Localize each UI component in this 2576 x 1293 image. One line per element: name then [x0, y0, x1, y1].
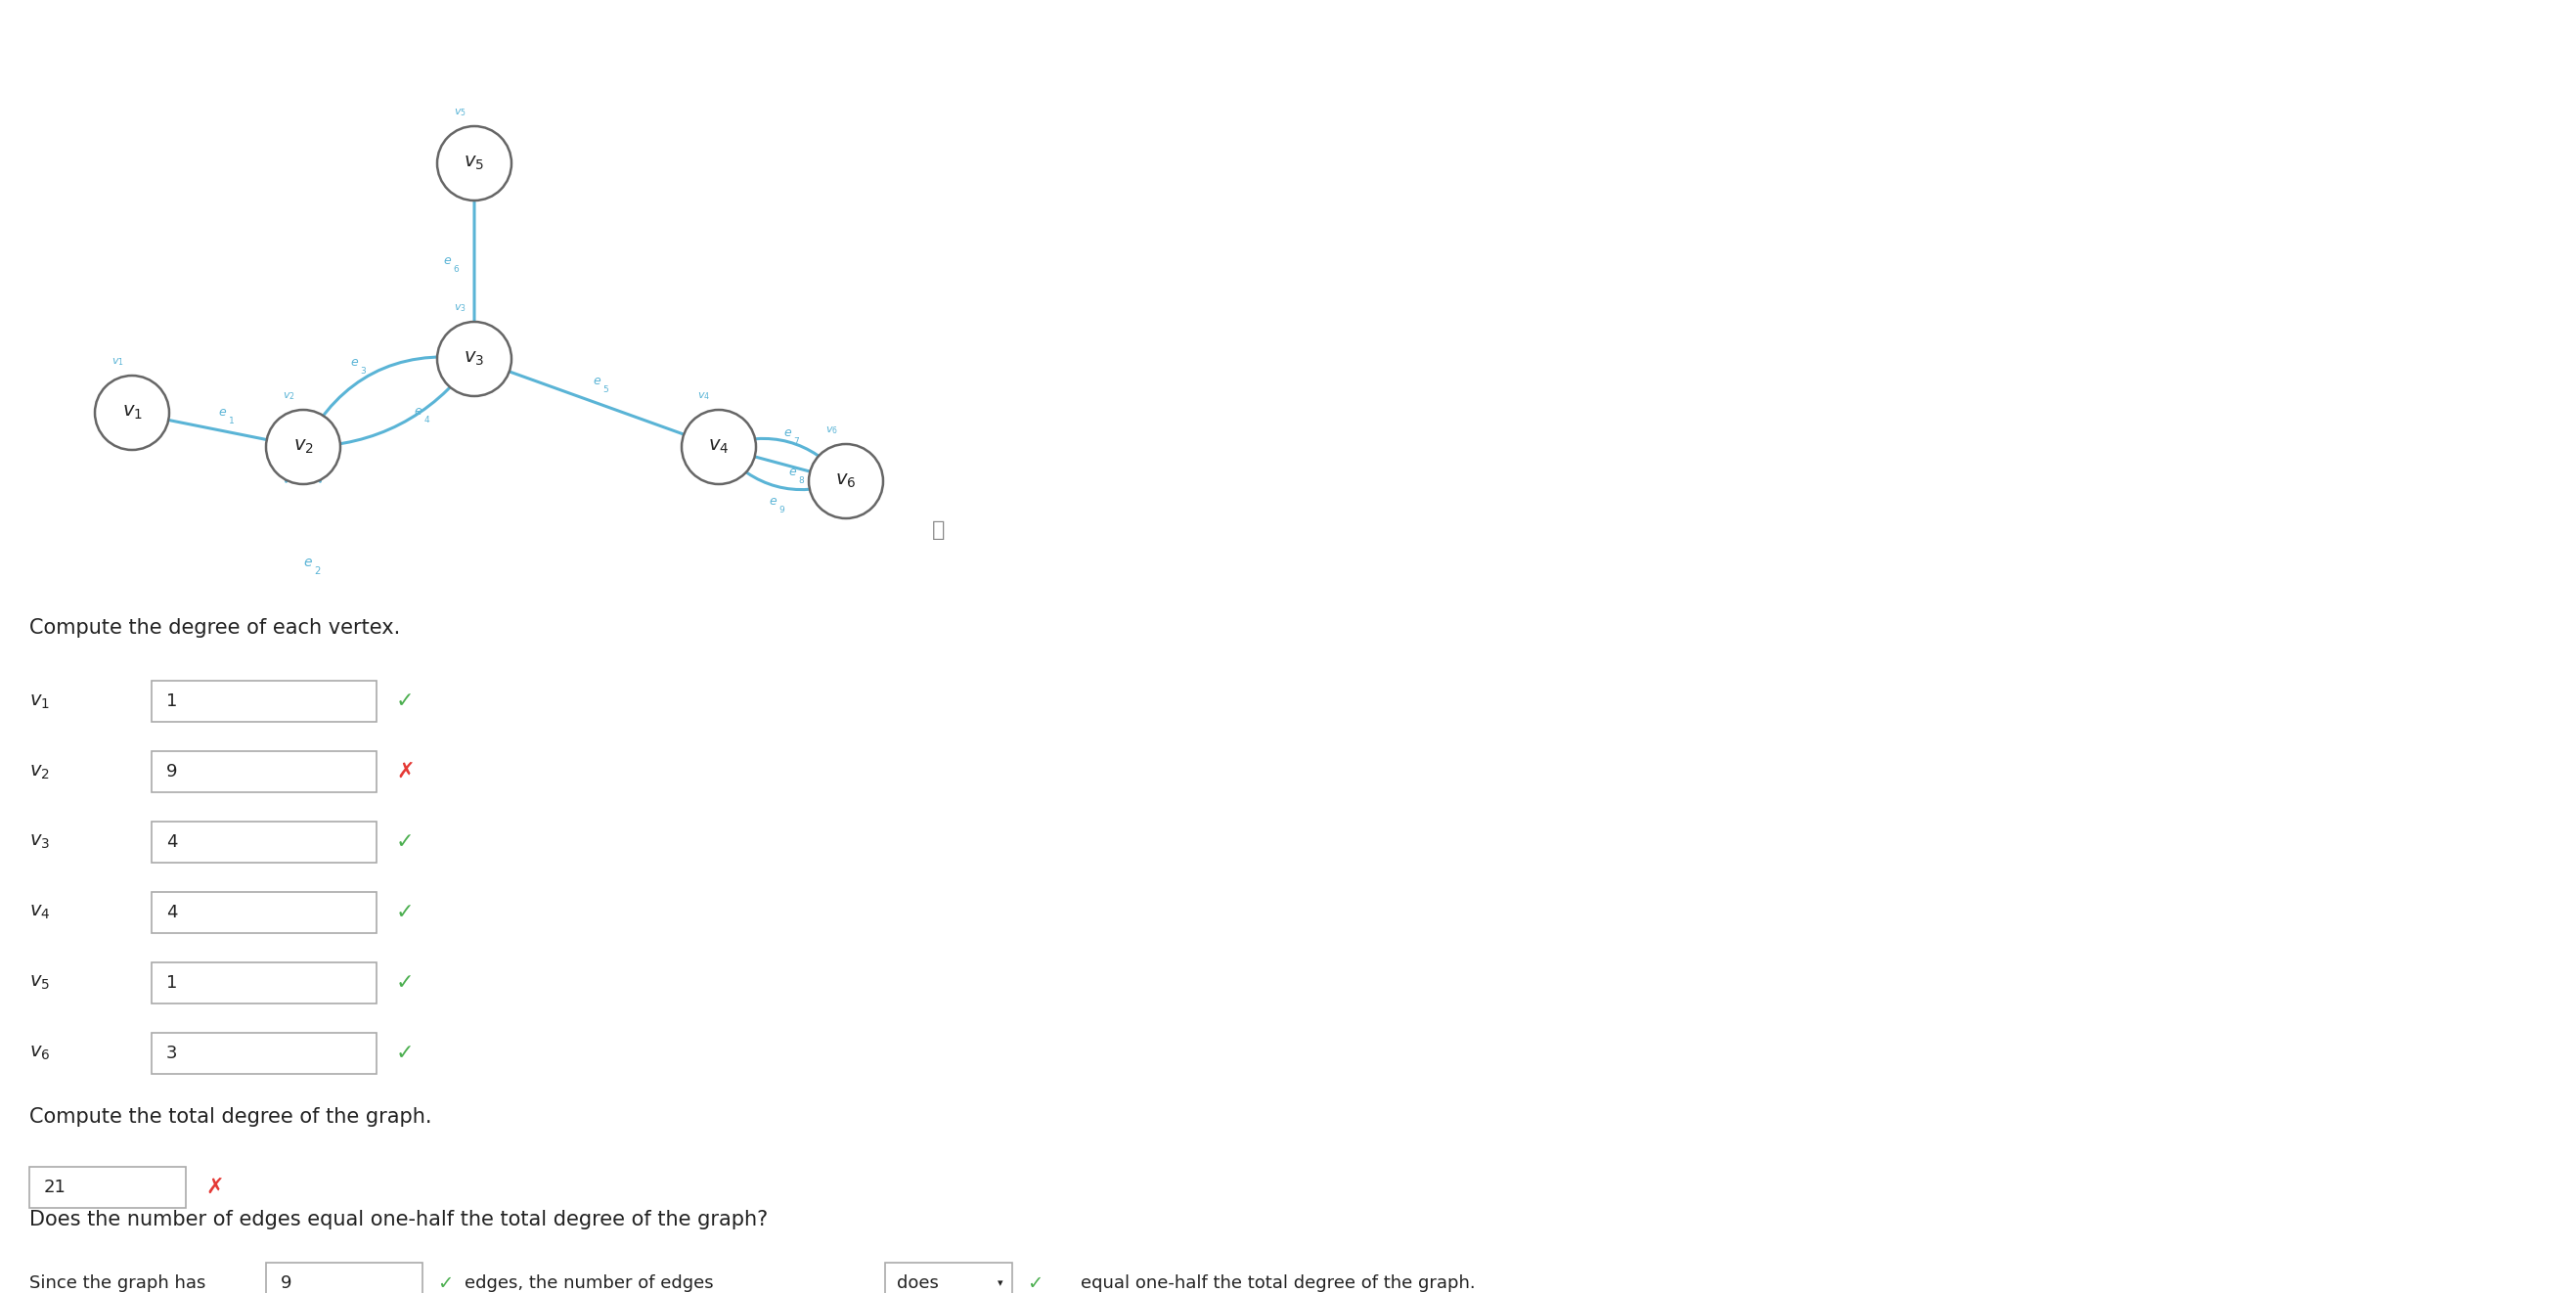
- Text: $v_6$: $v_6$: [824, 424, 837, 436]
- Circle shape: [265, 410, 340, 484]
- Text: e: e: [768, 495, 775, 508]
- FancyArrowPatch shape: [721, 447, 842, 481]
- Text: $v_2$: $v_2$: [283, 390, 294, 402]
- Circle shape: [438, 127, 513, 200]
- Text: Does the number of edges equal one-half the total degree of the graph?: Does the number of edges equal one-half …: [28, 1210, 768, 1230]
- Text: 9: 9: [778, 506, 783, 515]
- Text: $v_4$: $v_4$: [708, 438, 729, 456]
- FancyBboxPatch shape: [28, 1166, 185, 1208]
- Text: $v_2$: $v_2$: [28, 763, 49, 781]
- FancyArrowPatch shape: [134, 414, 301, 446]
- Text: ✓: ✓: [1028, 1274, 1043, 1293]
- Text: 5: 5: [603, 385, 608, 394]
- Text: e: e: [443, 255, 451, 268]
- Text: 9: 9: [167, 763, 178, 781]
- Text: $v_3$: $v_3$: [453, 303, 466, 314]
- Text: $v_5$: $v_5$: [453, 107, 466, 119]
- Text: $v_3$: $v_3$: [464, 350, 484, 369]
- FancyBboxPatch shape: [265, 1263, 422, 1293]
- Circle shape: [683, 410, 755, 484]
- Text: ✓: ✓: [397, 974, 415, 993]
- Text: edges, the number of edges: edges, the number of edges: [464, 1275, 714, 1292]
- Text: ⓘ: ⓘ: [933, 520, 945, 540]
- Text: 4: 4: [167, 833, 178, 851]
- Text: $v_6$: $v_6$: [28, 1043, 49, 1063]
- Text: e: e: [350, 356, 358, 369]
- Text: ✗: ✗: [397, 762, 415, 781]
- Text: does: does: [896, 1275, 938, 1292]
- Text: equal one-half the total degree of the graph.: equal one-half the total degree of the g…: [1082, 1275, 1476, 1292]
- Text: 1: 1: [229, 416, 234, 425]
- Circle shape: [809, 443, 884, 518]
- Text: e: e: [219, 406, 227, 419]
- Text: Compute the total degree of the graph.: Compute the total degree of the graph.: [28, 1107, 433, 1126]
- FancyArrowPatch shape: [721, 438, 845, 480]
- Text: 9: 9: [281, 1275, 291, 1292]
- Text: ✗: ✗: [206, 1178, 224, 1197]
- Text: 4: 4: [167, 904, 178, 922]
- Text: e: e: [304, 556, 312, 569]
- Text: e: e: [783, 427, 791, 440]
- FancyBboxPatch shape: [886, 1263, 1012, 1293]
- Text: 6: 6: [453, 265, 459, 274]
- FancyBboxPatch shape: [152, 1033, 376, 1074]
- FancyBboxPatch shape: [152, 962, 376, 1003]
- Text: ✓: ✓: [397, 903, 415, 922]
- Text: 8: 8: [799, 476, 804, 485]
- FancyArrowPatch shape: [307, 361, 474, 447]
- Text: $v_1$: $v_1$: [121, 403, 142, 422]
- Text: ✓: ✓: [397, 833, 415, 852]
- Text: $v_1$: $v_1$: [28, 692, 49, 711]
- Text: $v_5$: $v_5$: [464, 154, 484, 172]
- Text: Since the graph has: Since the graph has: [28, 1275, 206, 1292]
- Text: $v_5$: $v_5$: [28, 974, 49, 992]
- FancyBboxPatch shape: [152, 751, 376, 793]
- Text: 7: 7: [793, 437, 799, 446]
- Text: 21: 21: [44, 1178, 67, 1196]
- Text: $v_1$: $v_1$: [111, 356, 124, 367]
- FancyArrowPatch shape: [304, 357, 471, 445]
- Text: $v_6$: $v_6$: [835, 472, 855, 490]
- Text: 4: 4: [425, 415, 430, 424]
- Text: ✓: ✓: [438, 1274, 453, 1293]
- Text: e: e: [788, 465, 796, 478]
- Text: 2: 2: [314, 566, 319, 577]
- Text: ✓: ✓: [397, 1043, 415, 1063]
- Text: 3: 3: [361, 366, 366, 375]
- FancyBboxPatch shape: [152, 892, 376, 934]
- Circle shape: [438, 322, 513, 396]
- Text: $v_2$: $v_2$: [294, 438, 314, 456]
- Text: ▾: ▾: [997, 1279, 1002, 1288]
- FancyArrowPatch shape: [721, 449, 842, 490]
- Text: Compute the degree of each vertex.: Compute the degree of each vertex.: [28, 618, 399, 637]
- FancyArrowPatch shape: [477, 359, 716, 446]
- Text: e: e: [415, 405, 422, 418]
- FancyBboxPatch shape: [152, 821, 376, 862]
- Circle shape: [95, 375, 170, 450]
- Text: ✓: ✓: [397, 692, 415, 711]
- Text: $v_3$: $v_3$: [28, 833, 49, 851]
- Text: 1: 1: [167, 974, 178, 992]
- FancyArrowPatch shape: [286, 445, 319, 481]
- Text: 3: 3: [167, 1045, 178, 1062]
- Text: e: e: [592, 375, 600, 388]
- Text: $v_4$: $v_4$: [28, 904, 52, 922]
- Text: 1: 1: [167, 693, 178, 710]
- FancyBboxPatch shape: [152, 680, 376, 721]
- Text: $v_4$: $v_4$: [698, 390, 711, 402]
